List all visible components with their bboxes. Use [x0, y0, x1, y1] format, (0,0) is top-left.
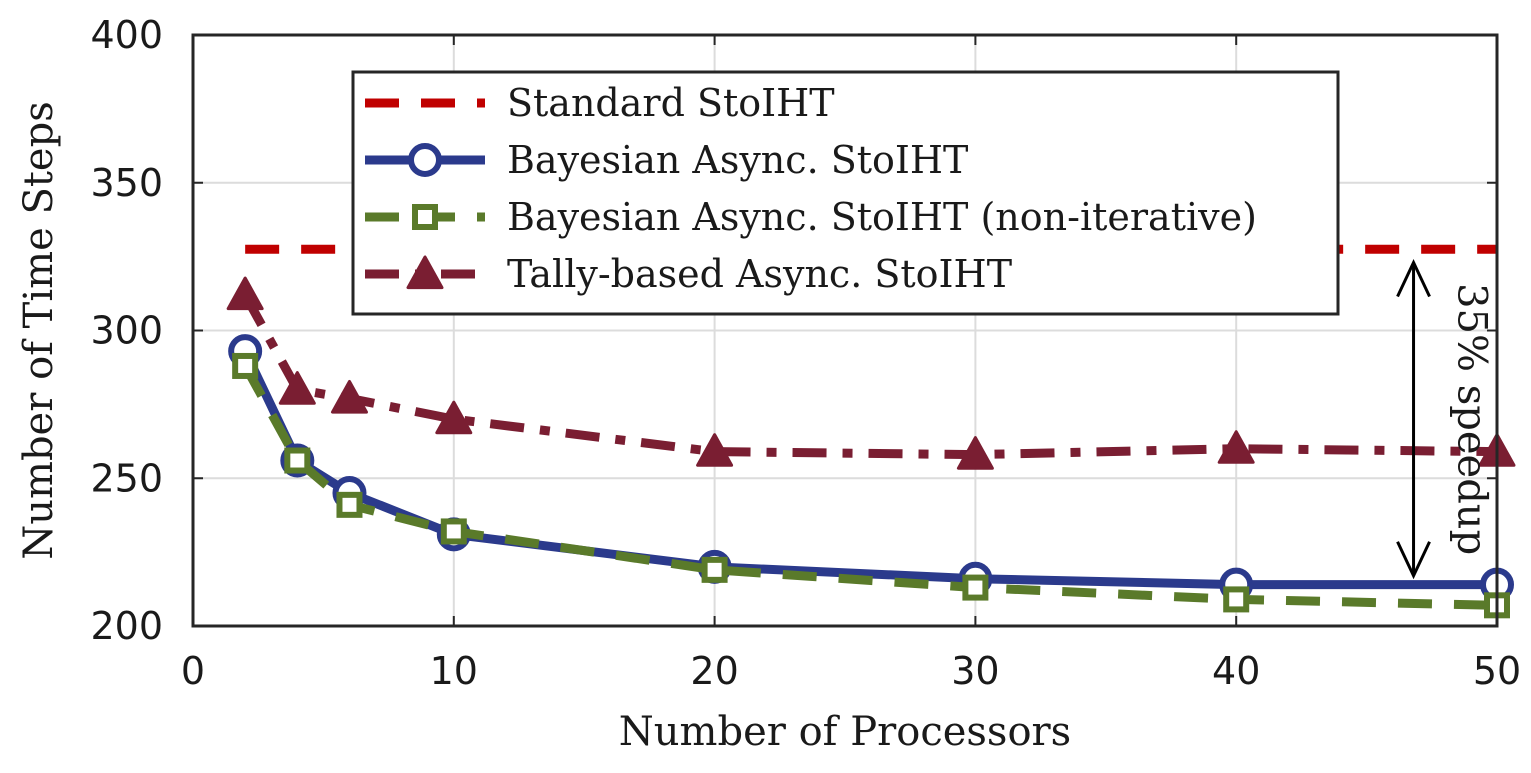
- legend-entries: Standard StoIHT Bayesian Async. StoIHT Bay…: [365, 81, 1257, 296]
- speedup-label: 35% speedup: [1449, 283, 1495, 555]
- data-point: [278, 371, 316, 405]
- data-point: [336, 491, 363, 518]
- data-point: [330, 379, 368, 414]
- y-tick-label: 300: [90, 309, 163, 353]
- series-line: [241, 292, 1498, 460]
- speedup-arrow-head-top: [1396, 259, 1431, 298]
- data-point: [284, 447, 311, 474]
- data-point: [226, 276, 264, 311]
- x-tick-label: 0: [181, 649, 205, 693]
- legend-label: Standard StoIHT: [507, 81, 835, 125]
- x-axis-title: Number of Processors: [619, 709, 1071, 755]
- legend-label: Bayesian Async. StoIHT: [507, 138, 968, 182]
- y-axis-title: Number of Time Steps: [16, 101, 62, 559]
- x-tick-label: 10: [430, 649, 478, 693]
- legend-label: Bayesian Async. StoIHT (non-iterative): [507, 195, 1257, 239]
- tick-layer: 0 10 20 30 40 50 200 250 300 350 400: [90, 13, 1521, 693]
- x-tick-label: 40: [1212, 649, 1260, 693]
- data-point: [696, 433, 734, 467]
- data-point: [232, 352, 259, 379]
- x-tick-label: 30: [951, 649, 999, 693]
- series-2: [232, 352, 1510, 619]
- x-tick-label: 50: [1473, 649, 1521, 693]
- speedup-annotation: 35% speedup: [1396, 259, 1495, 580]
- legend-label: Tally-based Async. StoIHT: [507, 252, 1012, 296]
- legend-marker: [408, 143, 442, 177]
- legend-entry: Bayesian Async. StoIHT (non-iterative): [365, 195, 1257, 239]
- x-tick-label: 20: [690, 649, 738, 693]
- data-point: [435, 400, 473, 435]
- data-point: [1217, 430, 1255, 464]
- legend-entry: Standard StoIHT: [365, 81, 835, 125]
- data-point: [956, 436, 994, 470]
- legend-marker: [406, 255, 444, 290]
- y-tick-label: 350: [90, 161, 163, 205]
- data-point: [962, 574, 989, 601]
- series-line: [241, 349, 1497, 590]
- data-point: [1223, 586, 1250, 613]
- speedup-arrow-head-bottom: [1396, 541, 1431, 580]
- legend: Standard StoIHT Bayesian Async. StoIHT Bay…: [351, 70, 1340, 316]
- legend-entry: Bayesian Async. StoIHT: [365, 138, 968, 182]
- data-point: [440, 518, 467, 545]
- series-line: [241, 363, 1498, 610]
- y-tick-label: 400: [90, 13, 163, 57]
- y-tick-label: 250: [90, 456, 163, 500]
- y-tick-label: 200: [90, 604, 163, 648]
- data-point: [701, 556, 728, 583]
- series-1: [228, 334, 1514, 602]
- legend-box: [351, 70, 1340, 316]
- legend-marker: [412, 204, 438, 230]
- legend-entry: Tally-based Async. StoIHT: [365, 252, 1012, 296]
